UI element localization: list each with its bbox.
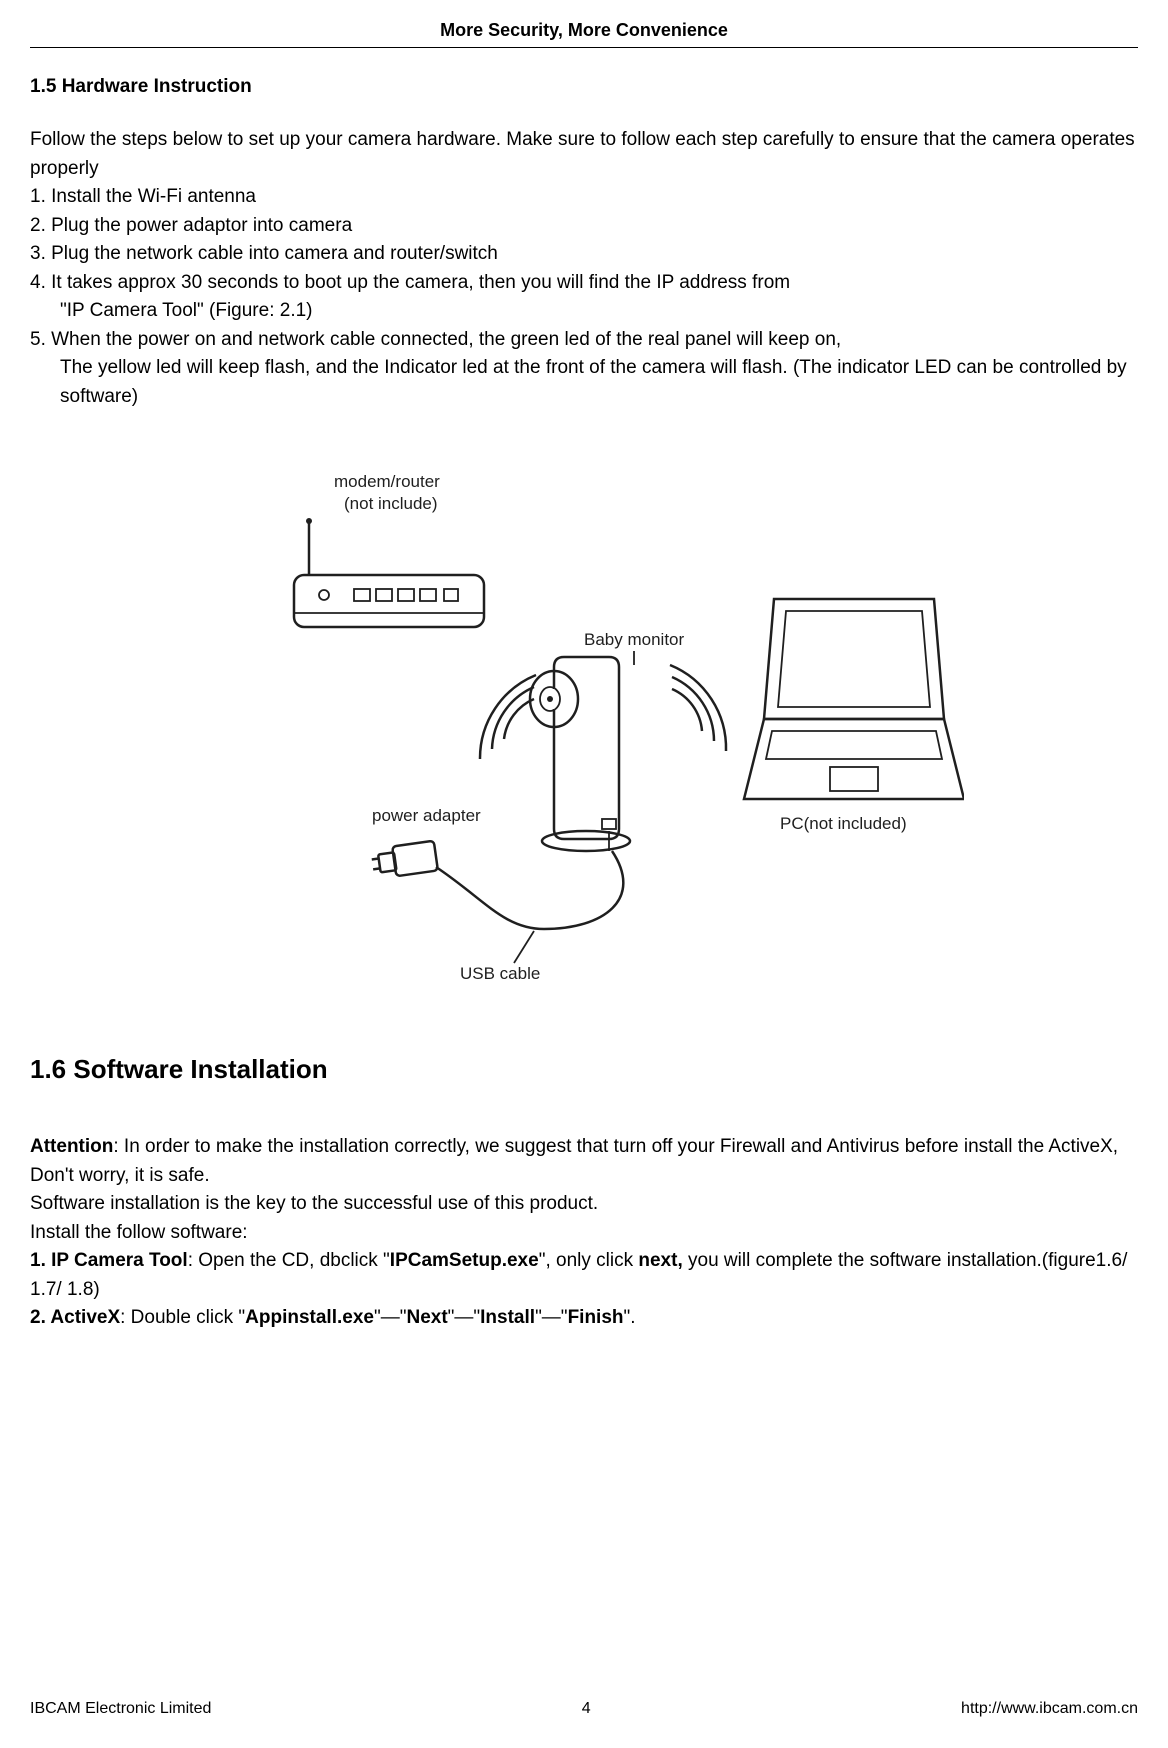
item2-label: 2. ActiveX	[30, 1307, 120, 1328]
item2-t2: "—"	[374, 1307, 407, 1328]
item1-b2: next,	[638, 1250, 682, 1271]
item2-b1: Appinstall.exe	[245, 1307, 374, 1328]
item2-t1: : Double click "	[120, 1307, 245, 1328]
footer-url: http://www.ibcam.com.cn	[961, 1700, 1138, 1718]
step-4-line-1: 4. It takes approx 30 seconds to boot up…	[30, 269, 1138, 298]
item2-t4: "—"	[535, 1307, 568, 1328]
attention-text: : In order to make the installation corr…	[30, 1136, 1118, 1186]
step-5-line-1: 5. When the power on and network cable c…	[30, 326, 1138, 355]
step-1: 1. Install the Wi-Fi antenna	[30, 183, 1138, 212]
software-item-1: 1. IP Camera Tool: Open the CD, dbclick …	[30, 1247, 1138, 1304]
footer-page-number: 4	[582, 1700, 591, 1718]
item2-b3: Install	[480, 1307, 535, 1328]
heading-1-6: 1.6 Software Installation	[30, 1054, 1138, 1085]
item1-b1: IPCamSetup.exe	[390, 1250, 539, 1271]
item1-t1: : Open the CD, dbclick "	[188, 1250, 390, 1271]
software-item-2: 2. ActiveX: Double click "Appinstall.exe…	[30, 1304, 1138, 1333]
diagram-label-usb: USB cable	[460, 964, 540, 983]
attention-paragraph: Attention: In order to make the installa…	[30, 1133, 1138, 1190]
item2-t5: ".	[624, 1307, 636, 1328]
item2-t3: "—"	[448, 1307, 481, 1328]
step-5-line-2: The yellow led will keep flash, and the …	[30, 354, 1138, 411]
diagram-label-power: power adapter	[372, 806, 481, 825]
item1-t2: ", only click	[539, 1250, 639, 1271]
page-footer: IBCAM Electronic Limited 4 http://www.ib…	[30, 1700, 1138, 1718]
diagram-label-router-2: (not include)	[344, 494, 438, 513]
diagram-label-router-1: modem/router	[334, 472, 440, 491]
step-2: 2. Plug the power adaptor into camera	[30, 212, 1138, 241]
item2-b4: Finish	[568, 1307, 624, 1328]
page-header-title: More Security, More Convenience	[30, 20, 1138, 48]
software-line-2: Software installation is the key to the …	[30, 1190, 1138, 1219]
intro-text: Follow the steps below to set up your ca…	[30, 126, 1138, 183]
hardware-diagram: modem/router (not include) Baby monitor	[30, 459, 1138, 1004]
software-line-3: Install the follow software:	[30, 1219, 1138, 1248]
diagram-label-pc: PC(not included)	[780, 814, 907, 833]
item1-label: 1. IP Camera Tool	[30, 1250, 188, 1271]
step-4-line-2: "IP Camera Tool" (Figure: 2.1)	[30, 297, 1138, 326]
heading-1-5: 1.5 Hardware Instruction	[30, 76, 1138, 98]
footer-company: IBCAM Electronic Limited	[30, 1700, 211, 1718]
step-3: 3. Plug the network cable into camera an…	[30, 240, 1138, 269]
item2-b2: Next	[406, 1307, 447, 1328]
diagram-label-babymonitor: Baby monitor	[584, 630, 684, 649]
attention-label: Attention	[30, 1136, 113, 1157]
